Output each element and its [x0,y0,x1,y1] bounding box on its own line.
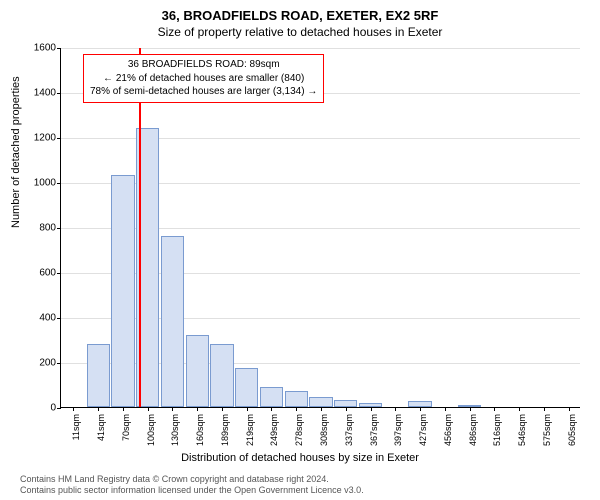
annotation-line1: 36 BROADFIELDS ROAD: 89sqm [90,58,317,72]
y-tick-label: 1000 [21,178,56,189]
x-tick-mark [569,407,570,411]
bar [210,344,233,407]
footer-line1: Contains HM Land Registry data © Crown c… [20,474,364,485]
annotation-line3: 78% of semi-detached houses are larger (… [90,85,317,99]
x-axis-label: Distribution of detached houses by size … [0,452,600,464]
bar [334,400,357,407]
y-tick-mark [57,408,61,409]
x-tick-mark [519,407,520,411]
y-tick-mark [57,93,61,94]
x-tick-mark [172,407,173,411]
bar [161,236,184,407]
footer-line2: Contains public sector information licen… [20,485,364,496]
y-tick-label: 600 [21,268,56,279]
y-tick-label: 1400 [21,88,56,99]
x-tick-mark [73,407,74,411]
x-tick-mark [544,407,545,411]
annotation-line2: ← 21% of detached houses are smaller (84… [90,72,317,86]
bar [260,387,283,407]
bar [87,344,110,407]
bar [235,368,258,407]
x-tick-mark [470,407,471,411]
x-tick-mark [321,407,322,411]
x-tick-mark [420,407,421,411]
x-tick-mark [445,407,446,411]
x-tick-mark [148,407,149,411]
chart-container: 36, BROADFIELDS ROAD, EXETER, EX2 5RF Si… [0,0,600,500]
y-tick-mark [57,318,61,319]
y-tick-mark [57,183,61,184]
x-tick-mark [271,407,272,411]
x-tick-mark [346,407,347,411]
x-tick-mark [222,407,223,411]
bar [309,397,332,407]
y-tick-mark [57,363,61,364]
y-tick-label: 0 [21,403,56,414]
chart-title: 36, BROADFIELDS ROAD, EXETER, EX2 5RF [0,0,600,23]
x-tick-mark [197,407,198,411]
x-tick-mark [247,407,248,411]
bar [285,391,308,407]
x-tick-mark [371,407,372,411]
y-tick-mark [57,48,61,49]
y-axis-label: Number of detached properties [10,76,22,228]
y-tick-mark [57,138,61,139]
y-tick-label: 200 [21,358,56,369]
x-tick-mark [98,407,99,411]
bar [186,335,209,407]
annotation-box: 36 BROADFIELDS ROAD: 89sqm ← 21% of deta… [83,54,324,103]
y-tick-label: 400 [21,313,56,324]
y-tick-label: 1200 [21,133,56,144]
y-tick-label: 800 [21,223,56,234]
x-tick-mark [123,407,124,411]
x-tick-mark [296,407,297,411]
x-tick-mark [494,407,495,411]
footer: Contains HM Land Registry data © Crown c… [20,474,364,497]
bar [111,175,134,407]
x-tick-mark [395,407,396,411]
y-tick-label: 1600 [21,43,56,54]
y-tick-mark [57,273,61,274]
chart-subtitle: Size of property relative to detached ho… [0,23,600,39]
y-tick-mark [57,228,61,229]
